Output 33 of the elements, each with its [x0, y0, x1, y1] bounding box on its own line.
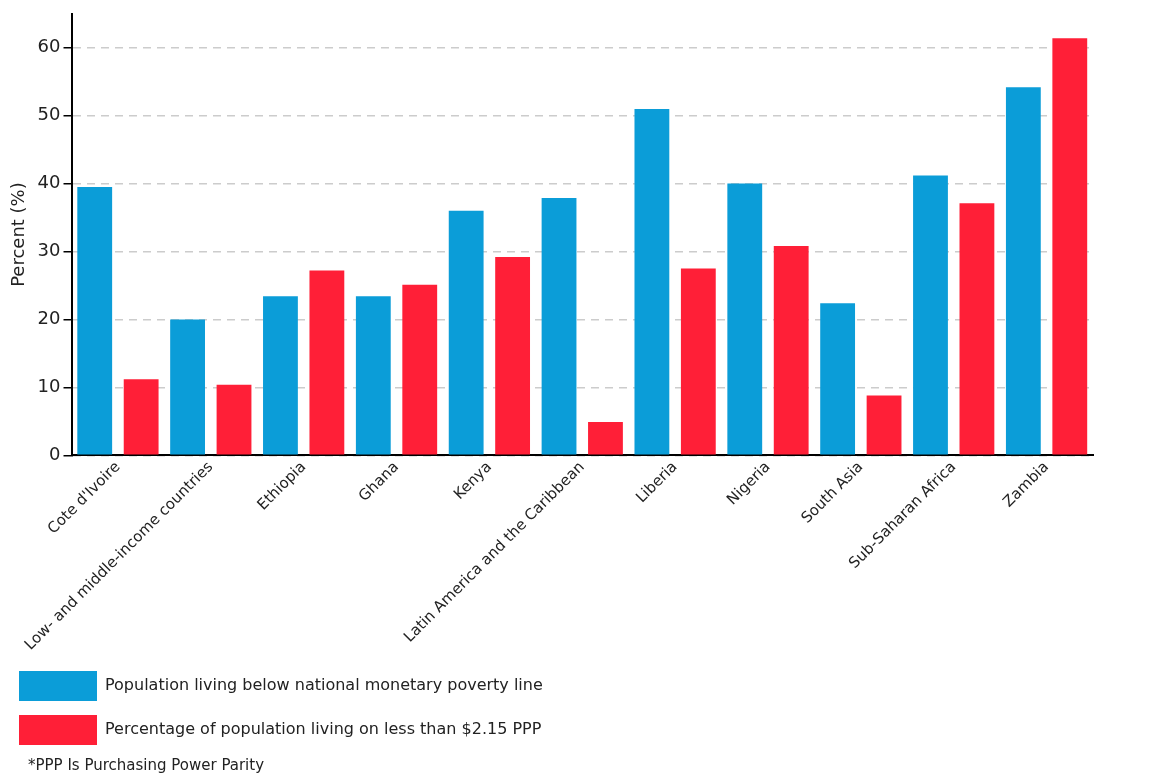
- bar: [1005, 87, 1041, 455]
- text: *PPP Is Purchasing Power Parity: [28, 756, 265, 774]
- bar: [541, 197, 577, 455]
- bar: [959, 203, 995, 455]
- bar: [216, 384, 252, 455]
- bar: [123, 379, 159, 455]
- bar: [170, 319, 205, 455]
- bar: [309, 270, 345, 455]
- bar: [820, 303, 856, 455]
- bar: [355, 296, 391, 455]
- bar: [495, 256, 531, 455]
- bar: [773, 246, 809, 455]
- bar: [448, 210, 484, 455]
- bar: [1052, 38, 1088, 455]
- y-tick-label: 30: [37, 239, 61, 261]
- y-tick-label: 10: [37, 375, 61, 397]
- y-tick-label: 20: [37, 307, 61, 329]
- y-tick-label: 50: [37, 103, 61, 125]
- bar: [588, 422, 623, 455]
- bar: [263, 296, 298, 455]
- bar: [680, 268, 716, 455]
- bar: [866, 395, 902, 455]
- bar: [77, 187, 113, 455]
- y-axis-title: Percent (%): [7, 182, 29, 287]
- y-tick-label: 40: [37, 171, 61, 193]
- legend-label: Percentage of population living on less than $2.15 PPP: [105, 719, 542, 739]
- bar: [913, 175, 948, 455]
- y-tick-label: 60: [37, 35, 61, 57]
- bar: [634, 108, 670, 455]
- legend-label: Population living below national monetary poverty line: [105, 675, 543, 695]
- bar: [727, 183, 763, 455]
- bar: [402, 284, 438, 455]
- y-tick-label: 0: [49, 442, 61, 464]
